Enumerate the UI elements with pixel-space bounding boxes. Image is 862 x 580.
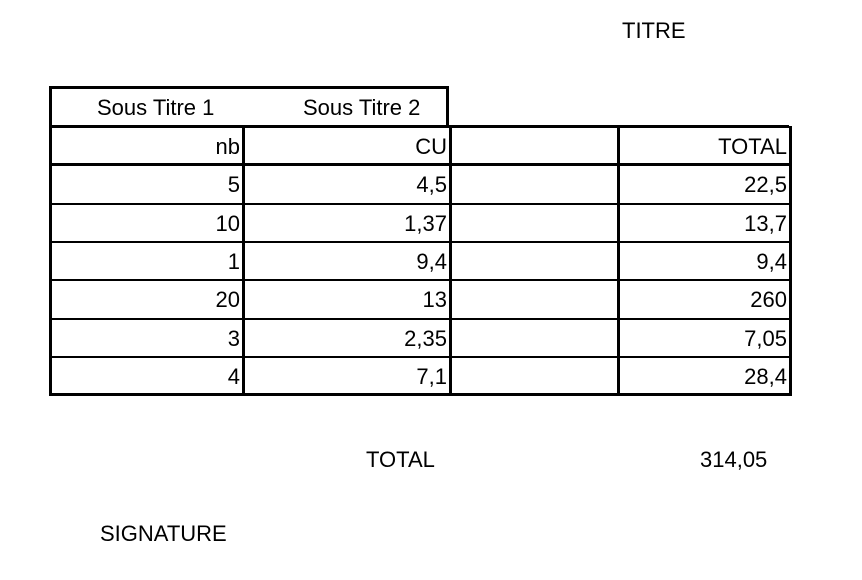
- table-vline: [449, 126, 452, 397]
- cell-nb: 4: [227, 364, 240, 389]
- cell-total: 28,4: [744, 364, 787, 389]
- cell-cu: 2,35: [404, 326, 447, 351]
- table-vline: [617, 126, 620, 397]
- table-hline: [49, 279, 789, 281]
- subtitle-1: Sous Titre 1: [97, 95, 215, 120]
- cell-cu: 4,5: [416, 172, 447, 197]
- cell-total: 9,4: [756, 249, 787, 274]
- cell-cu: 1,37: [404, 211, 447, 236]
- cell-cu: 9,4: [416, 249, 447, 274]
- table-hline: [49, 356, 789, 358]
- table-hline: [49, 125, 789, 128]
- cell-total: 7,05: [744, 326, 787, 351]
- table-hline: [49, 318, 789, 320]
- table-vline: [242, 126, 245, 397]
- cell-total: 22,5: [744, 172, 787, 197]
- table-vline: [49, 126, 52, 397]
- table-vline: [789, 126, 792, 397]
- cell-nb: 5: [227, 172, 240, 197]
- cell-total: 260: [750, 287, 787, 312]
- cell-cu: 7,1: [416, 364, 447, 389]
- header-nb: nb: [215, 134, 240, 159]
- header-total: TOTAL: [718, 134, 787, 159]
- cell-nb: 20: [215, 287, 240, 312]
- table-hline: [49, 241, 789, 243]
- signature-label: SIGNATURE: [100, 521, 227, 546]
- cell-cu: 13: [422, 287, 447, 312]
- subtitle-2: Sous Titre 2: [303, 95, 421, 120]
- page-title: TITRE: [622, 18, 686, 43]
- table-hline: [49, 393, 789, 396]
- cell-nb: 3: [227, 326, 240, 351]
- table-hline: [49, 163, 789, 166]
- cell-nb: 10: [215, 211, 240, 236]
- header-cu: CU: [415, 134, 447, 159]
- cell-total: 13,7: [744, 211, 787, 236]
- grand-total-value: 314,05: [700, 447, 768, 472]
- grand-total-label: TOTAL: [366, 447, 435, 472]
- cell-nb: 1: [227, 249, 240, 274]
- table-hline: [49, 203, 789, 205]
- subtitle-box: [49, 86, 449, 126]
